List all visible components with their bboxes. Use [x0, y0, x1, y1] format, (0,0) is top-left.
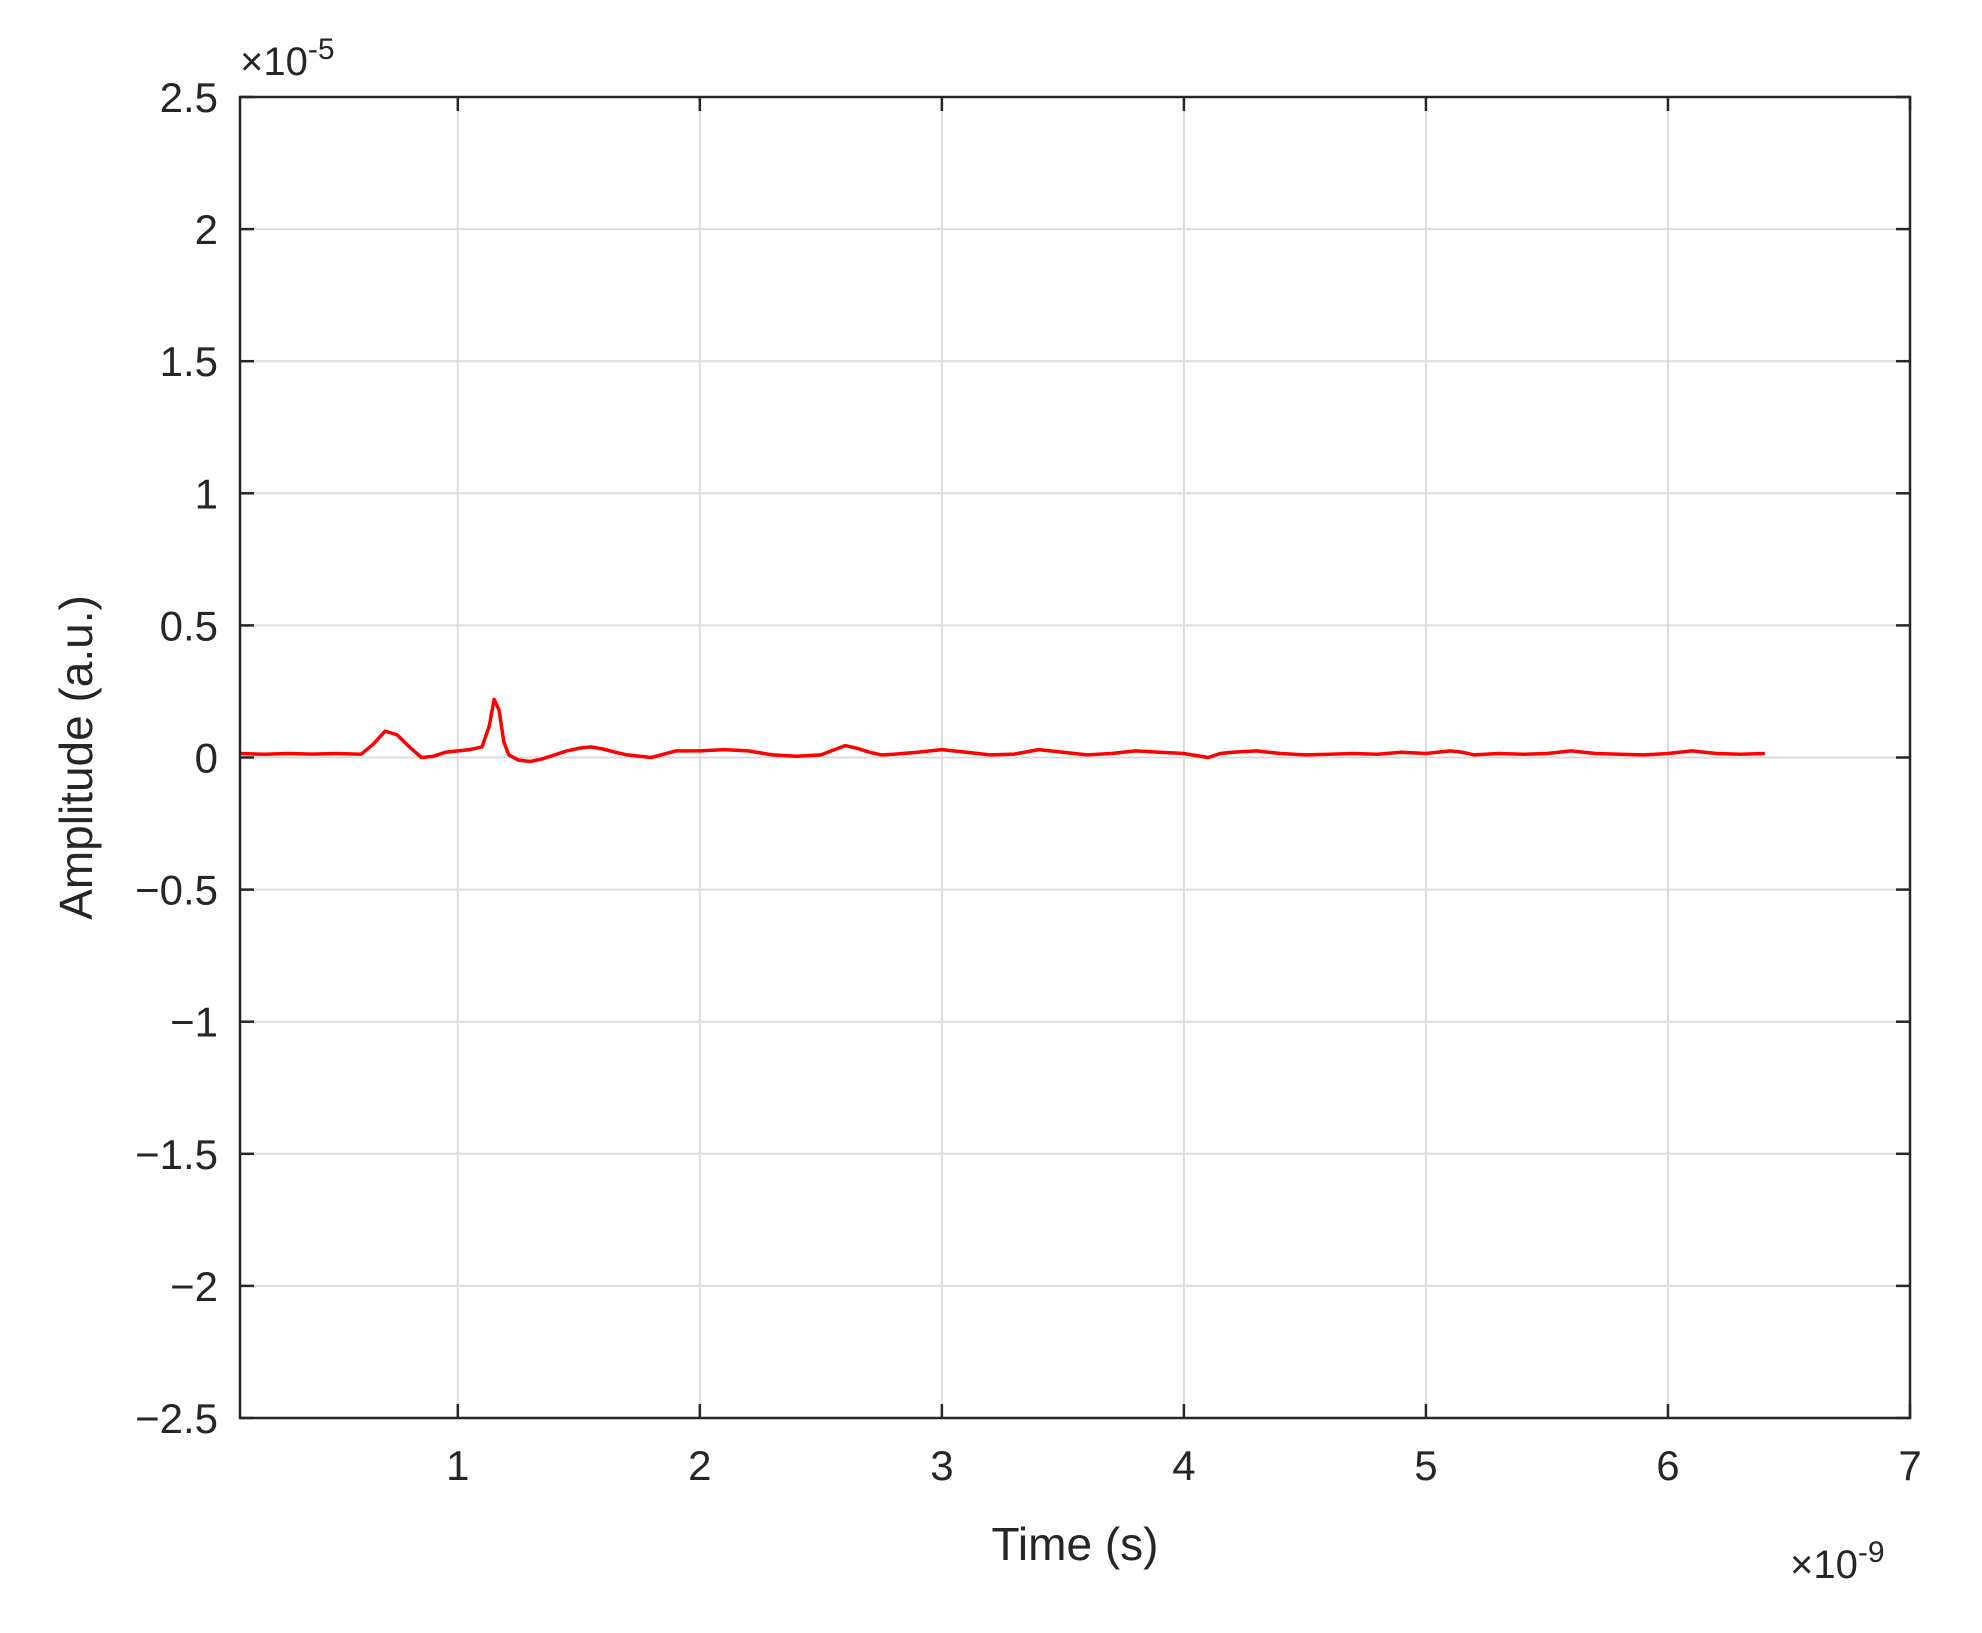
y-tick-label: 0.5 — [160, 602, 218, 649]
y-tick-label: 0 — [195, 735, 218, 782]
y-multiplier-base: ×10 — [240, 40, 308, 84]
x-tick-label: 3 — [930, 1442, 953, 1489]
y-tick-label: 2 — [195, 206, 218, 253]
series-line — [239, 697, 1765, 764]
y-tick-label: 1 — [195, 470, 218, 517]
y-multiplier-exponent: -5 — [308, 33, 335, 66]
x-tick-label: 6 — [1656, 1442, 1679, 1489]
y-axis-label: Amplitude (a.u.) — [50, 595, 102, 920]
x-tick-label: 5 — [1414, 1442, 1437, 1489]
y-tick-label: 1.5 — [160, 338, 218, 385]
x-multiplier-exponent: -9 — [1858, 1536, 1885, 1569]
x-tick-label: 4 — [1172, 1442, 1195, 1489]
y-tick-label: −0.5 — [135, 867, 218, 914]
y-tick-label: −2 — [170, 1263, 218, 1310]
y-tick-label: 2.5 — [160, 74, 218, 121]
x-multiplier-base: ×10 — [1790, 1543, 1858, 1587]
x-tick-label: 1 — [446, 1442, 469, 1489]
y-tick-label: −2.5 — [135, 1395, 218, 1442]
ticks: 1 2 3 4 5 6 7 −2.5 −2 −1.5 −1 −0.5 0 0.5 1 1.5 2 2.5 — [135, 74, 1922, 1489]
y-axis-multiplier: ×10-5 — [240, 33, 335, 84]
x-tick-label: 7 — [1898, 1442, 1921, 1489]
x-tick-label: 2 — [688, 1442, 711, 1489]
series-layer — [239, 697, 1765, 764]
x-axis-label: Time (s) — [992, 1518, 1159, 1570]
x-axis-multiplier: ×10-9 — [1790, 1536, 1885, 1587]
y-tick-label: −1 — [170, 999, 218, 1046]
y-tick-label: −1.5 — [135, 1131, 218, 1178]
